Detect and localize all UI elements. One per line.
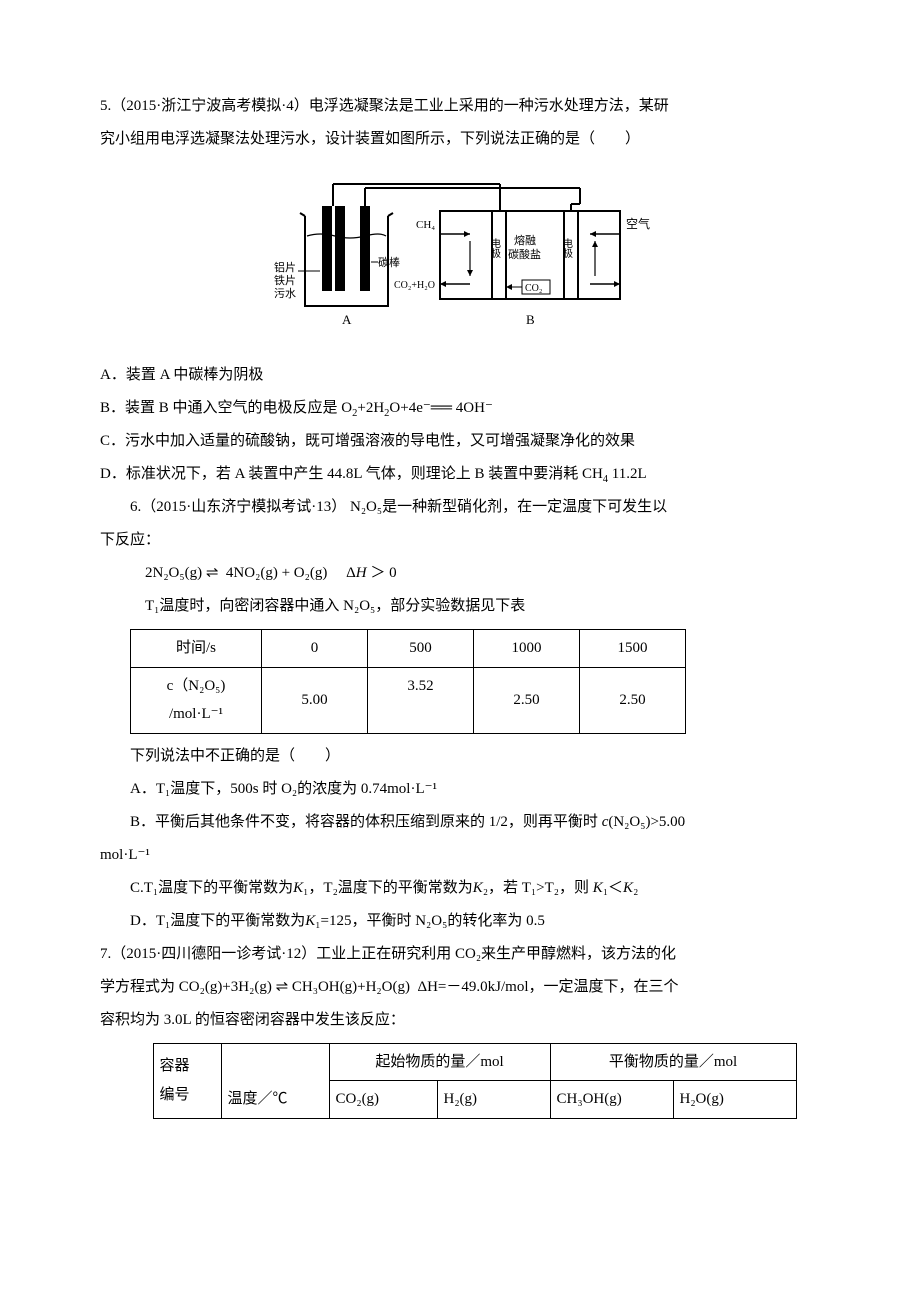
q7-h3: 起始物质的量／mol	[329, 1043, 550, 1081]
q6-C-c: ₂，若 T₁>T₂，则	[483, 880, 593, 896]
label-fe: 铁片	[274, 274, 296, 287]
q6-C-k1: K	[293, 880, 303, 896]
q6-C-k2: K	[473, 880, 483, 896]
q6-table: 时间/s 0 500 1000 1500 c（N₂O₅) /mol·L⁻¹ 5.…	[130, 629, 686, 734]
q5-opt-A: A．装置 A 中碳棒为阴极	[100, 359, 820, 392]
q6-stem-line1: 6.（2015·山东济宁模拟考试·13） N₂O₅是一种新型硝化剂，在一定温度下…	[100, 491, 820, 524]
q7-h1: 容器 编号	[153, 1043, 221, 1118]
label-ch4: CH₄	[416, 219, 435, 231]
q5-D-post: 11.2L	[608, 466, 647, 482]
q6-r2-0: 5.00	[262, 667, 368, 733]
q6-opt-B-l2: mol·L⁻¹	[100, 839, 820, 872]
label-co2: CO₂	[525, 283, 542, 294]
q6-eq-main: 2N₂O₅(g) ⇌ 4NO₂(g) + O₂(g) Δ	[145, 565, 356, 581]
label-molten2: 碳酸盐	[508, 247, 541, 261]
q6-equation: 2N₂O₅(g) ⇌ 4NO₂(g) + O₂(g) ΔH ＞ 0	[100, 557, 820, 590]
q6-th-4: 1500	[580, 630, 686, 668]
q6-r2-2: 2.50	[474, 667, 580, 733]
q6-C-a: C.T₁温度下的平衡常数为	[130, 880, 293, 896]
q7-stem-line2: 学方程式为 CO₂(g)+3H₂(g) ⇌ CH₃OH(g)+H₂O(g) ΔH…	[100, 971, 820, 1004]
q5-stem-line1: 5.（2015·浙江宁波高考模拟·4）电浮选凝聚法是工业上采用的一种污水处理方法…	[100, 90, 820, 123]
q5-D-pre: D．标准状况下，若 A 装置中产生 44.8L 气体，则理论上 B 装置中要消耗…	[100, 466, 603, 482]
q7-h4: 平衡物质的量／mol	[550, 1043, 796, 1081]
q6-D-k: K	[305, 913, 315, 929]
q7-c3: CH₃OH(g)	[550, 1081, 673, 1119]
q6-prompt: 下列说法中不正确的是（ ）	[100, 740, 820, 773]
label-sw: 污水	[274, 287, 296, 300]
q6-D-b: ₁=125，平衡时 N₂O₅的转化率为 0.5	[315, 913, 545, 929]
q7-c1: CO₂(g)	[329, 1081, 437, 1119]
q6-r2-label: c（N₂O₅) /mol·L⁻¹	[131, 667, 262, 733]
label-air: 空气	[626, 216, 650, 231]
label-elec-right: 电极	[561, 237, 573, 259]
q5-B-post: +4e⁻══ 4OH⁻	[400, 400, 493, 416]
label-co2h2o: CO₂+H₂O	[394, 280, 435, 291]
q7-c2: H₂(g)	[437, 1081, 550, 1119]
label-elec-left: 电极	[489, 237, 501, 259]
label-molten1: 熔融	[514, 233, 536, 247]
q7-c4: H₂O(g)	[673, 1081, 796, 1119]
q6-th-1: 0	[262, 630, 368, 668]
q6-B-a: B．平衡后其他条件不变，将容器的体积压缩到原来的 1/2，则再平衡时	[130, 814, 602, 830]
q6-opt-A: A．T₁温度下，500s 时 O₂的浓度为 0.74mol·L⁻¹	[100, 773, 820, 806]
q6-opt-D: D．T₁温度下的平衡常数为K₁=125，平衡时 N₂O₅的转化率为 0.5	[100, 905, 820, 938]
q6-opt-B-l1: B．平衡后其他条件不变，将容器的体积压缩到原来的 1/2，则再平衡时 c(N₂O…	[100, 806, 820, 839]
q6-line2: T₁温度时，向密闭容器中通入 N₂O₅，部分实验数据见下表	[100, 590, 820, 623]
q5-opt-C: C．污水中加入适量的硫酸钠，既可增强溶液的导电性，又可增强凝聚净化的效果	[100, 425, 820, 458]
q7-h2: 温度／℃	[221, 1043, 329, 1118]
q6-opt-C: C.T₁温度下的平衡常数为K₁，T₂温度下的平衡常数为K₂，若 T₁>T₂，则 …	[100, 872, 820, 905]
q6-r2-la: c（N₂O₅)	[131, 672, 261, 701]
label-A: A	[342, 312, 352, 327]
q5-opt-B: B．装置 B 中通入空气的电极反应是 O2+2H2O+4e⁻══ 4OH⁻	[100, 392, 820, 425]
label-al: 铝片	[274, 260, 296, 274]
q7-stem-line1: 7.（2015·四川德阳一诊考试·12）工业上正在研究利用 CO₂来生产甲醇燃料…	[100, 938, 820, 971]
q5-figure: 铝片 铁片 污水 碳棒 A 电极 电极 熔融 碳酸盐 CH₄ CO₂+H₂O	[100, 166, 820, 349]
q6-C-k2b: K	[623, 880, 633, 896]
label-carbon: 碳棒	[378, 255, 400, 269]
label-B: B	[526, 312, 535, 327]
apparatus-diagram: 铝片 铁片 污水 碳棒 A 电极 电极 熔融 碳酸盐 CH₄ CO₂+H₂O	[270, 166, 650, 336]
q6-r2-3: 2.50	[580, 667, 686, 733]
q7-h1a: 容器	[160, 1052, 215, 1081]
q5-opt-D: D．标准状况下，若 A 装置中产生 44.8L 气体，则理论上 B 装置中要消耗…	[100, 458, 820, 491]
q6-C-e: ₂	[633, 880, 638, 896]
q5-stem-line2: 究小组用电浮选凝聚法处理污水，设计装置如图所示，下列说法正确的是（ ）	[100, 123, 820, 156]
q5-B-pre: B．装置 B 中通入空气的电极反应是 O	[100, 400, 352, 416]
q6-r2-1: 3.52	[368, 667, 474, 733]
q6-eq-tail: ＞ 0	[367, 565, 397, 581]
q6-th-2: 500	[368, 630, 474, 668]
q7-stem-line3: 容积均为 3.0L 的恒容密闭容器中发生该反应：	[100, 1004, 820, 1037]
q6-C-k1b: K	[593, 880, 603, 896]
q6-r2-lb: /mol·L⁻¹	[131, 700, 261, 729]
q6-th-0: 时间/s	[131, 630, 262, 668]
q6-th-3: 1000	[474, 630, 580, 668]
q7-h1b: 编号	[160, 1081, 215, 1110]
q6-B-c: (N₂O₅)>5.00	[608, 814, 685, 830]
q6-C-b: ₁，T₂温度下的平衡常数为	[303, 880, 473, 896]
q7-table: 容器 编号 温度／℃ 起始物质的量／mol 平衡物质的量／mol CO₂(g) …	[153, 1043, 797, 1119]
q6-stem-line2: 下反应：	[100, 524, 820, 557]
q6-C-d: ₁＜	[603, 880, 623, 896]
q6-D-a: D．T₁温度下的平衡常数为	[130, 913, 305, 929]
